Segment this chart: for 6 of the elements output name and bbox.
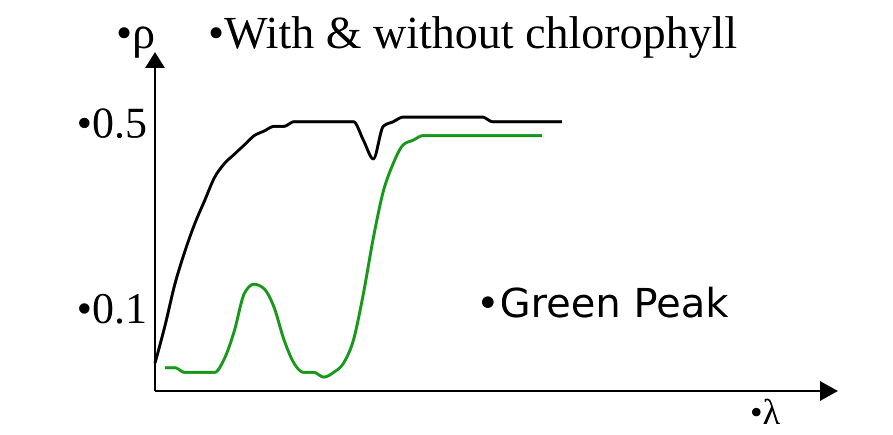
y-tick-label: •0.1 (76, 284, 147, 334)
chart-title: •With & without chlorophyll (208, 7, 738, 58)
annotation: •Green Peak (476, 281, 728, 327)
x-axis-title: •λ (750, 392, 780, 432)
y-tick-label: •0.5 (76, 98, 147, 148)
y-axis-title: •ρ (116, 7, 156, 58)
